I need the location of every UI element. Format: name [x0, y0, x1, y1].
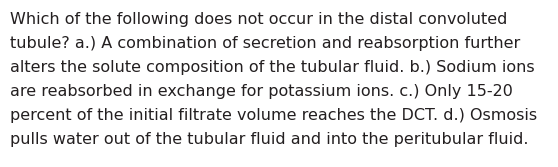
Text: tubule? a.) A combination of secretion and reabsorption further: tubule? a.) A combination of secretion a… — [10, 36, 520, 51]
Text: pulls water out of the tubular fluid and into the peritubular fluid.: pulls water out of the tubular fluid and… — [10, 132, 528, 147]
Text: alters the solute composition of the tubular fluid. b.) Sodium ions: alters the solute composition of the tub… — [10, 60, 535, 75]
Text: Which of the following does not occur in the distal convoluted: Which of the following does not occur in… — [10, 12, 507, 27]
Text: percent of the initial filtrate volume reaches the DCT. d.) Osmosis: percent of the initial filtrate volume r… — [10, 108, 537, 123]
Text: are reabsorbed in exchange for potassium ions. c.) Only 15-20: are reabsorbed in exchange for potassium… — [10, 84, 513, 99]
